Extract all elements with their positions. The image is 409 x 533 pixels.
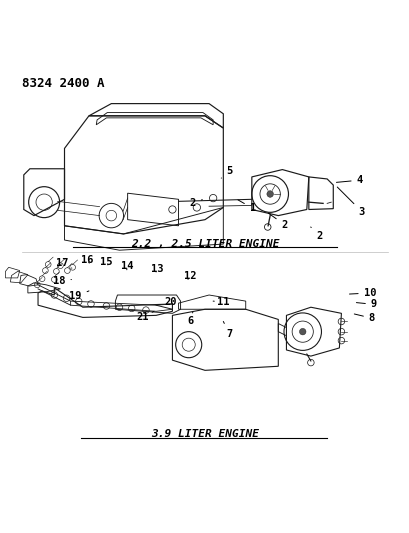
Text: 7: 7 bbox=[223, 321, 232, 338]
Text: 17: 17 bbox=[56, 259, 72, 268]
Text: 11: 11 bbox=[213, 297, 229, 307]
Text: 21: 21 bbox=[137, 311, 154, 321]
Text: 12: 12 bbox=[184, 271, 196, 281]
Text: 15: 15 bbox=[100, 257, 112, 268]
Text: 8324 2400 A: 8324 2400 A bbox=[22, 77, 104, 90]
Text: 5: 5 bbox=[221, 166, 232, 178]
Text: 2: 2 bbox=[310, 227, 321, 241]
Text: 2.2 , 2.5 LITER ENGINE: 2.2 , 2.5 LITER ENGINE bbox=[130, 239, 279, 249]
Circle shape bbox=[266, 191, 273, 197]
Text: 19: 19 bbox=[69, 291, 89, 301]
Text: 4: 4 bbox=[336, 175, 362, 185]
Text: 2: 2 bbox=[268, 213, 287, 230]
Text: 16: 16 bbox=[81, 255, 93, 265]
Text: 20: 20 bbox=[164, 297, 176, 307]
Text: 1: 1 bbox=[237, 200, 255, 213]
Text: 3: 3 bbox=[337, 187, 364, 216]
Text: 9: 9 bbox=[355, 300, 376, 309]
Text: 2: 2 bbox=[189, 198, 202, 207]
Text: 14: 14 bbox=[120, 261, 133, 271]
Text: 13: 13 bbox=[151, 264, 163, 274]
Text: 18: 18 bbox=[53, 276, 71, 286]
Text: 8: 8 bbox=[353, 313, 374, 323]
Text: 10: 10 bbox=[348, 288, 375, 298]
Circle shape bbox=[299, 328, 305, 335]
Text: 3.9 LITER ENGINE: 3.9 LITER ENGINE bbox=[151, 429, 258, 439]
Text: 6: 6 bbox=[187, 312, 193, 326]
